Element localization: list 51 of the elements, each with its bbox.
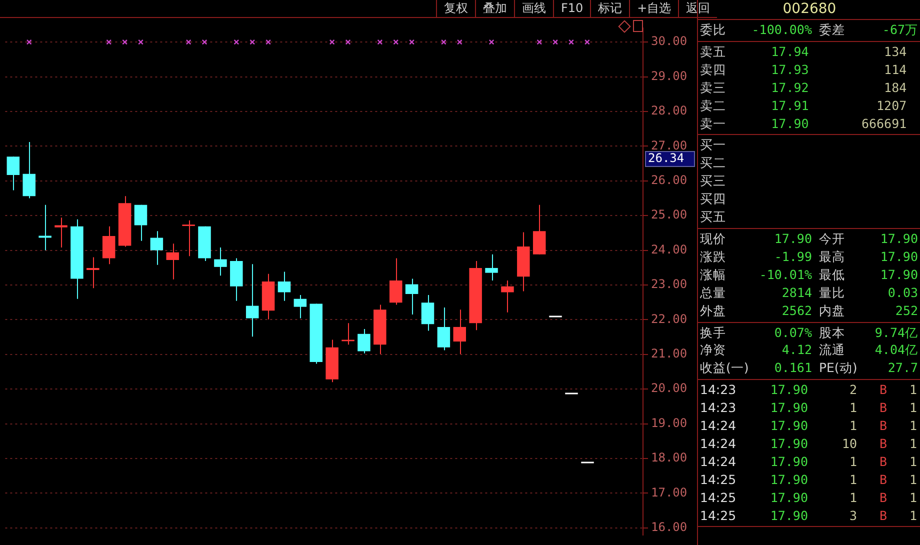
text: 卖四 17.93 114 — [700, 60, 914, 79]
text: 总量 2814 量比 0.03 — [700, 284, 918, 300]
text: 复权 — [436, 0, 475, 17]
y-tick-label: 28.00 — [651, 104, 688, 118]
text: 14:24 17.90 1 B 1 — [700, 418, 917, 434]
text: 买一 — [700, 136, 727, 154]
y-tick-label: 30.00 — [651, 34, 688, 48]
y-tick-label: 19.00 — [651, 416, 688, 430]
text: 标记 — [590, 0, 630, 17]
text: +自选 — [629, 0, 678, 17]
y-tick-label: 22.00 — [651, 312, 688, 326]
y-tick-label: 24.00 — [651, 242, 688, 256]
y-tick-label: 25.00 — [651, 208, 688, 222]
y-tick-label: 20.00 — [651, 381, 688, 396]
text: 14:23 17.90 1 B 1 — [700, 400, 917, 416]
text: 换手 0.07% 股本 9.74亿 — [700, 324, 918, 340]
text: 14:25 17.90 1 B 1 — [700, 472, 917, 487]
text: 收益(一) 0.161 PE(动) 27.7 — [700, 360, 918, 376]
text: 现价 17.90 今开 17.90 — [700, 230, 918, 246]
y-tick-label: 16.00 — [651, 520, 688, 534]
y-tick-label: 27.00 — [651, 138, 688, 152]
text: 委比 -100.00% 委差 -67万 — [700, 22, 918, 37]
y-tick-label: 18.00 — [651, 450, 688, 465]
text: 涨幅 -10.01% 最低 17.90 — [700, 266, 918, 282]
text: 14:24 17.90 1 B 1 — [700, 454, 917, 469]
text: 外盘 2562 内盘 252 — [700, 302, 918, 318]
text: 14:23 17.90 2 B 1 — [700, 382, 917, 398]
text: 买五 — [700, 208, 727, 226]
text: 002680 — [782, 1, 836, 17]
text: 买二 — [700, 154, 727, 172]
text: 买三 — [700, 172, 727, 190]
text: 卖二 17.91 1207 — [700, 96, 914, 115]
text: 买四 — [700, 190, 727, 208]
text: 叠加 — [475, 0, 514, 17]
text: 返回 — [678, 0, 718, 17]
y-tick-label: 17.00 — [651, 485, 688, 500]
text: F10 — [553, 0, 590, 17]
y-tick-label: 21.00 — [651, 346, 688, 360]
y-tick-label: 23.00 — [651, 277, 688, 292]
text: 卖三 17.92 184 — [700, 78, 914, 97]
y-tick-label: 26.00 — [651, 173, 688, 187]
text: 14:24 17.90 10 B 1 — [700, 436, 917, 451]
text: 14:25 17.90 3 B 1 — [700, 508, 917, 523]
text: 26.34 — [648, 151, 684, 166]
text: 净资 4.12 流通 4.04亿 — [700, 342, 918, 358]
text: 画线 — [514, 0, 553, 17]
text: 涨跌 -1.99 最高 17.90 — [700, 248, 918, 264]
y-tick-label: 29.00 — [651, 68, 688, 83]
text: 卖五 17.94 134 — [700, 42, 914, 61]
text: 14:25 17.90 1 B 1 — [700, 490, 917, 505]
text: 卖一 17.90 666691 — [700, 114, 914, 132]
